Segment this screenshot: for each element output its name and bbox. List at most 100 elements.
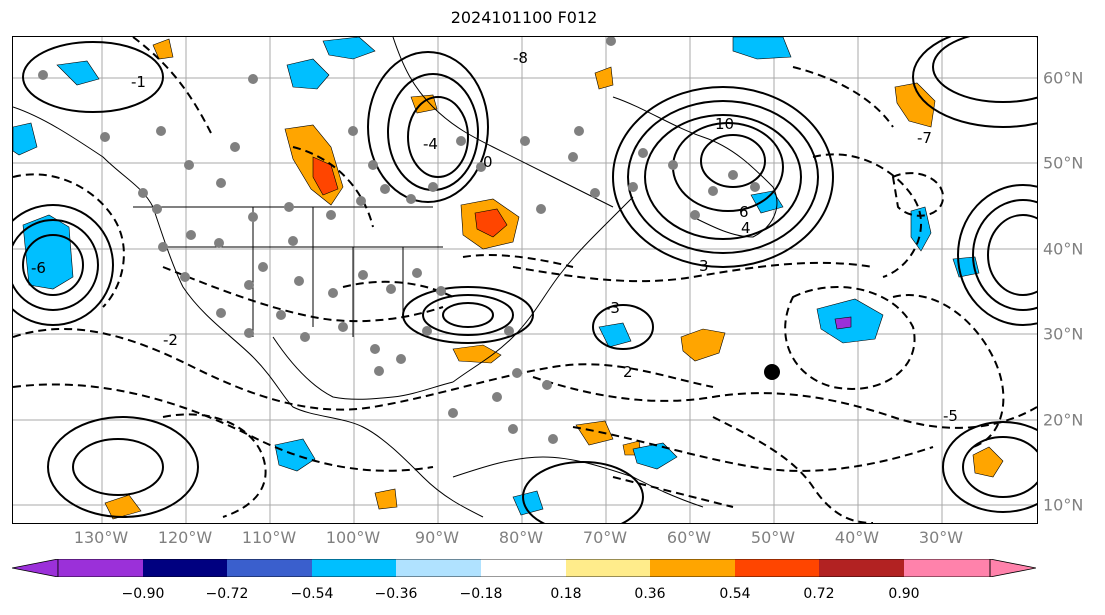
high-pressure-ring xyxy=(700,134,766,188)
colorbar-tick: 0.90 xyxy=(888,586,920,602)
weather-map[interactable]: -1 -2 3 -4 4 -5 -6 6 -7 10 0 -3 2 -8 xyxy=(12,36,1038,524)
colorbar-segment xyxy=(650,559,735,577)
colorbar-segment xyxy=(396,559,481,577)
lon-label: 40°W xyxy=(834,528,880,547)
dashed-contours xyxy=(13,37,1037,523)
patch-cyan xyxy=(286,58,330,90)
colorbar-segment xyxy=(227,559,312,577)
storm-marker xyxy=(764,364,780,380)
patch-red xyxy=(474,208,508,238)
ring xyxy=(957,184,1037,326)
colorbar-tick: −0.72 xyxy=(205,586,249,602)
lon-label: 110°W xyxy=(241,528,297,547)
high-pressure-ring xyxy=(644,114,802,240)
patch-red xyxy=(312,156,339,196)
contour-label: -8 xyxy=(513,49,528,67)
contour-label: -4 xyxy=(423,135,438,153)
lon-label: 100°W xyxy=(325,528,381,547)
patch-orange xyxy=(374,488,398,510)
colorbar-tick: 0.72 xyxy=(803,586,835,602)
ring xyxy=(402,286,534,344)
contour-label: -6 xyxy=(31,259,46,277)
ring xyxy=(407,96,469,178)
colorbar-segment xyxy=(566,559,650,577)
colorbar-segment xyxy=(312,559,396,577)
contour-label: 2 xyxy=(623,363,633,381)
colorbar-extend-right xyxy=(989,559,1036,577)
colorbar-segment xyxy=(819,559,904,577)
colorbar-tick: 0.36 xyxy=(634,586,666,602)
lat-label: 50°N xyxy=(1043,153,1084,173)
lat-label: 40°N xyxy=(1043,239,1084,259)
colorbar-extend-left xyxy=(12,559,59,577)
ring xyxy=(22,234,84,296)
ring xyxy=(972,199,1037,311)
station-dots xyxy=(38,37,760,444)
lon-label: 80°W xyxy=(498,528,544,547)
patch-cyan xyxy=(598,322,632,348)
ring xyxy=(13,204,114,326)
lat-label: 30°N xyxy=(1043,324,1084,344)
colorbar xyxy=(12,559,1036,577)
contour-label: -3 xyxy=(605,299,620,317)
ring xyxy=(942,421,1037,513)
coastlines xyxy=(13,37,778,518)
lon-label: 130°W xyxy=(73,528,129,547)
contour-label: -7 xyxy=(917,129,932,147)
shaded-patches xyxy=(13,37,1004,520)
patch-purple xyxy=(834,316,852,330)
ring xyxy=(47,416,199,518)
contour-label: -2 xyxy=(163,331,178,349)
ring xyxy=(22,41,164,113)
ring xyxy=(912,37,1037,128)
lon-label: 50°W xyxy=(750,528,796,547)
ring xyxy=(932,37,1037,103)
patch-orange xyxy=(152,38,174,60)
patch-orange xyxy=(594,66,614,90)
patch-cyan xyxy=(22,214,74,290)
contour-label: 3 xyxy=(699,257,709,275)
patch-cyan xyxy=(750,190,784,214)
ring xyxy=(442,302,494,328)
ring xyxy=(72,438,164,496)
contour-label: -5 xyxy=(943,407,958,425)
ring xyxy=(987,214,1037,296)
lon-label: 30°W xyxy=(918,528,964,547)
patch-cyan xyxy=(56,60,100,86)
patch-cyan xyxy=(732,37,792,60)
colorbar-segment xyxy=(481,559,566,577)
colorbar-segment xyxy=(143,559,227,577)
colorbar-segment xyxy=(735,559,819,577)
colorbar-tick: 0.54 xyxy=(719,586,751,602)
lon-label: 120°W xyxy=(157,528,213,547)
lat-label: 10°N xyxy=(1043,495,1084,515)
ring xyxy=(962,436,1037,498)
ring xyxy=(367,51,489,203)
map-title: 2024101100 F012 xyxy=(450,8,598,27)
solid-contours xyxy=(13,37,1037,523)
patch-cyan xyxy=(322,37,376,60)
patch-orange xyxy=(680,328,726,362)
contour-labels: -1 -2 3 -4 4 -5 -6 6 -7 10 0 -3 2 -8 xyxy=(31,49,958,425)
colorbar-tick: −0.18 xyxy=(459,586,503,602)
contour-label: 10 xyxy=(715,115,734,133)
patch-cyan xyxy=(632,442,678,470)
colorbar-segment xyxy=(904,559,990,577)
lon-label: 90°W xyxy=(414,528,460,547)
high-pressure-ring xyxy=(612,86,834,268)
ring xyxy=(13,219,99,311)
lon-label: 70°W xyxy=(582,528,628,547)
colorbar-segment xyxy=(58,559,143,577)
patch-orange xyxy=(894,82,936,128)
colorbar-tick: −0.54 xyxy=(290,586,334,602)
ring xyxy=(422,294,514,336)
contour-label: 4 xyxy=(741,219,751,237)
patch-cyan xyxy=(13,122,38,156)
lat-label: 60°N xyxy=(1043,68,1084,88)
lat-label: 20°N xyxy=(1043,410,1084,430)
patch-cyan xyxy=(512,490,544,516)
patch-orange xyxy=(972,446,1004,478)
lon-label: 60°W xyxy=(666,528,712,547)
ring xyxy=(592,304,654,350)
contour-label: 0 xyxy=(483,153,493,171)
